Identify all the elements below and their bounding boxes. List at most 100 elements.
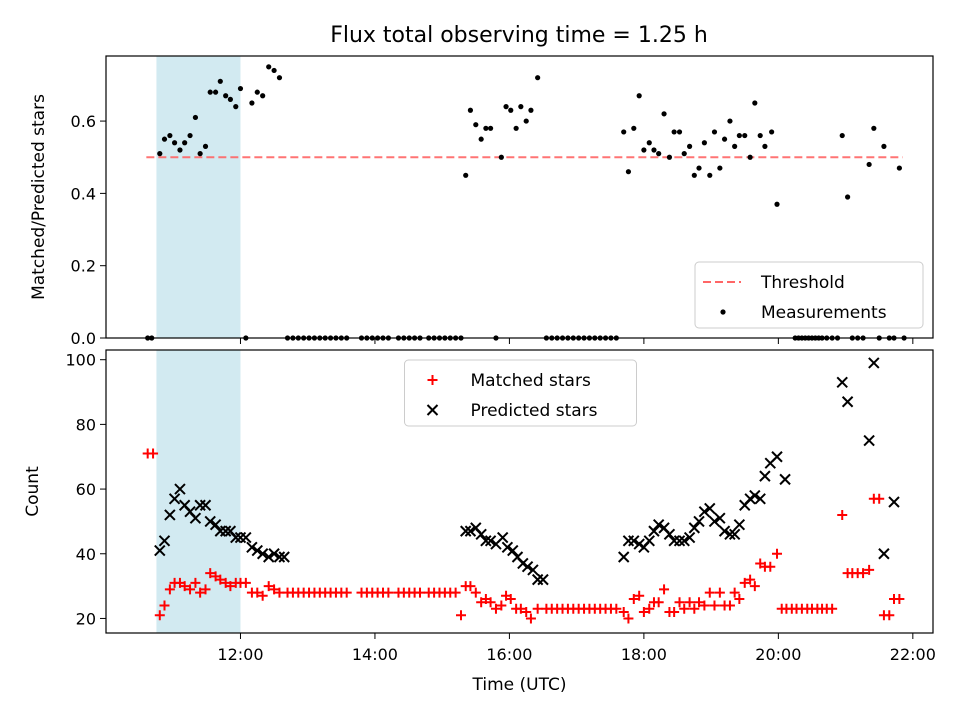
matched-stars-point [749, 581, 760, 592]
measurement-point [483, 125, 489, 131]
matched-stars-point [729, 587, 740, 598]
legend-label: Matched stars [471, 371, 591, 391]
measurement-point [621, 129, 627, 135]
predicted-stars-point [683, 531, 696, 544]
bottom-legend: Matched stars Predicted stars [404, 359, 637, 427]
predicted-stars-point [460, 525, 472, 537]
legend-label: Threshold [760, 273, 845, 293]
measurement-point [467, 107, 474, 113]
predicted-stars-point [496, 531, 509, 544]
measurement-point [157, 151, 163, 157]
measurement-point [752, 100, 758, 106]
matched-stars-point [240, 577, 251, 588]
matched-stars-point [179, 581, 190, 592]
matched-stars-point [185, 584, 196, 595]
predicted-stars-point [779, 473, 791, 486]
predicted-stars-point [174, 483, 186, 495]
matched-stars-point [623, 613, 634, 624]
predicted-stars-point [154, 544, 166, 557]
legend-marker-matched [427, 375, 438, 385]
measurement-point [701, 140, 707, 146]
predicted-stars-point [484, 535, 497, 547]
predicted-stars-point [836, 376, 848, 389]
predicted-stars-point [733, 518, 746, 531]
predicted-stars-point [168, 493, 181, 505]
predicted-stars-point [464, 525, 477, 537]
measurement-point [207, 89, 213, 95]
matched-stars-point [450, 587, 461, 598]
bottom-legend-box [404, 359, 637, 427]
bottom-series-predicted-stars [154, 357, 900, 586]
legend-label: Predicted stars [471, 401, 598, 421]
measurement-point [217, 78, 223, 84]
matched-stars-point [414, 587, 425, 598]
matched-stars-point [874, 493, 885, 504]
matched-stars-point [734, 594, 745, 605]
measurement-point [478, 136, 484, 142]
predicted-stars-point [673, 535, 686, 547]
measurement-point [463, 172, 469, 178]
predicted-stars-point [246, 541, 258, 553]
matched-stars-point [699, 600, 710, 611]
predicted-stars-point [199, 499, 212, 511]
predicted-stars-point [204, 515, 216, 528]
predicted-stars-point [273, 551, 286, 563]
measurement-point [742, 132, 748, 139]
matched-stars-point [739, 577, 750, 588]
matched-stars-point [772, 548, 783, 559]
measurement-point [473, 122, 479, 128]
matched-stars-point [684, 597, 695, 608]
chart-title: Flux total observing time = 1.25 h [330, 23, 708, 48]
measurement-point [717, 165, 723, 171]
measurement-point [212, 89, 219, 95]
measurement-point [161, 136, 168, 142]
measurement-point [487, 125, 494, 131]
predicted-stars-point [754, 493, 766, 505]
matched-stars-point [200, 584, 211, 595]
measurement-point [266, 64, 272, 70]
measurement-point [707, 172, 713, 178]
measurement-point [202, 143, 209, 149]
predicted-stars-point [718, 525, 731, 537]
matched-stars-point [827, 603, 838, 614]
measurement-point [518, 104, 524, 110]
measurement-point [774, 201, 780, 207]
predicted-stars-point [475, 528, 487, 541]
measurement-point [656, 151, 662, 157]
bottom-ytick-label: 40 [76, 545, 96, 564]
matched-stars-point [515, 603, 526, 614]
measurement-point [197, 151, 203, 157]
measurement-point [233, 104, 239, 110]
xtick-label: 22:00 [890, 645, 936, 664]
measurement-point [651, 147, 657, 153]
predicted-stars-point [749, 489, 761, 502]
matched-stars-point [190, 577, 201, 588]
predicted-stars-point [240, 531, 252, 544]
matched-stars-point [765, 561, 776, 572]
matched-stars-point [745, 574, 756, 585]
measurement-point [839, 132, 845, 139]
top-ytick-label: 0.2 [71, 257, 96, 276]
matched-stars-point [837, 509, 848, 520]
measurement-point [636, 93, 642, 99]
matched-stars-point [894, 594, 905, 605]
measurement-point [260, 93, 266, 99]
matched-stars-point [148, 448, 159, 459]
legend-label: Measurements [761, 303, 887, 323]
predicted-stars-point [209, 518, 222, 531]
matched-stars-point [644, 603, 655, 614]
predicted-stars-point [628, 535, 640, 547]
measurement-point [249, 100, 255, 106]
predicted-stars-point [708, 515, 721, 528]
measurement-point [845, 194, 851, 200]
measurement-point [666, 154, 673, 160]
measurement-point [631, 125, 637, 131]
matched-stars-point [341, 587, 352, 598]
matched-stars-point [154, 610, 165, 621]
measurement-point [736, 132, 742, 139]
matched-stars-point [269, 584, 280, 595]
matched-stars-point [159, 600, 170, 611]
legend-marker-predicted [426, 404, 439, 416]
matched-stars-point [225, 581, 236, 592]
measurement-point [535, 75, 541, 81]
